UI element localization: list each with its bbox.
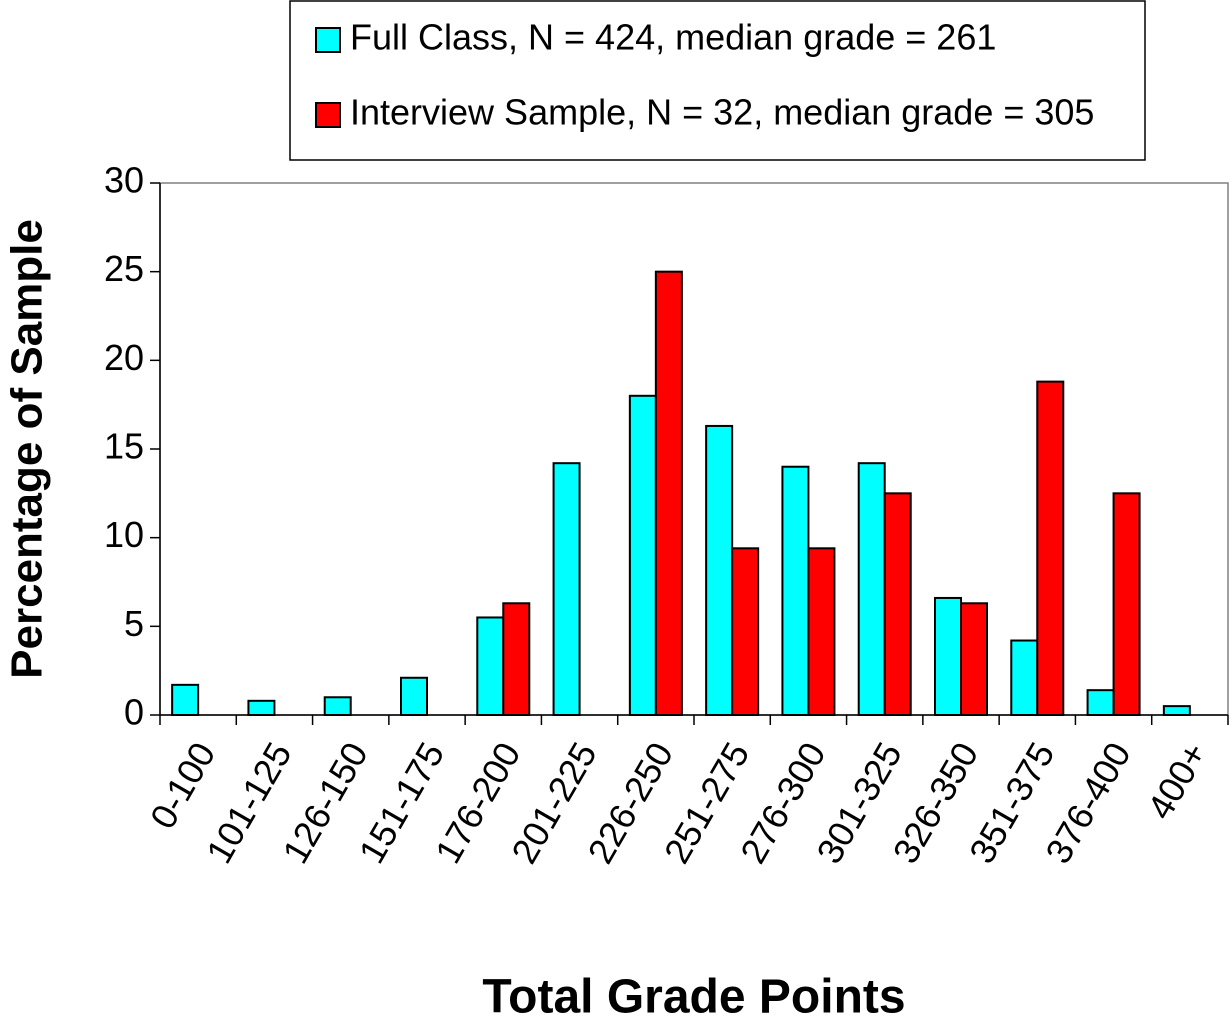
bar bbox=[1162, 705, 1191, 717]
legend-label: Interview Sample, N = 32, median grade =… bbox=[350, 92, 1094, 133]
bar bbox=[1010, 639, 1039, 717]
x-tick-label: 0-100 bbox=[142, 735, 224, 835]
bar bbox=[731, 547, 760, 716]
x-axis-title: Total Grade Points bbox=[482, 971, 905, 1024]
plot-area bbox=[159, 182, 1229, 716]
legend-box bbox=[289, 0, 1146, 161]
bar bbox=[960, 602, 988, 717]
legend-swatch bbox=[315, 27, 341, 53]
bar bbox=[781, 465, 810, 716]
bar bbox=[323, 696, 352, 716]
bar bbox=[400, 676, 428, 717]
bar bbox=[628, 394, 657, 716]
bar bbox=[857, 462, 886, 717]
bar bbox=[705, 424, 734, 716]
bar bbox=[654, 270, 683, 716]
bar bbox=[883, 492, 912, 717]
bar bbox=[247, 699, 276, 717]
bar bbox=[934, 596, 962, 717]
y-tick-label: 15 bbox=[104, 426, 144, 467]
bar bbox=[171, 683, 200, 716]
y-tick-label: 25 bbox=[104, 248, 144, 289]
x-tick-label: 400+ bbox=[1139, 735, 1215, 826]
bar bbox=[807, 547, 836, 716]
y-tick-label: 0 bbox=[124, 692, 144, 733]
y-tick-label: 30 bbox=[104, 160, 144, 201]
y-tick-label: 10 bbox=[104, 514, 144, 555]
legend-label: Full Class, N = 424, median grade = 261 bbox=[350, 17, 996, 58]
bar bbox=[1036, 380, 1065, 716]
legend-swatch bbox=[315, 102, 341, 128]
bar bbox=[552, 462, 581, 717]
y-tick-label: 5 bbox=[124, 603, 144, 644]
y-axis-title: Percentage of Sample bbox=[3, 219, 52, 679]
y-tick-label: 20 bbox=[104, 337, 144, 378]
bar bbox=[476, 616, 505, 717]
bar bbox=[1112, 492, 1141, 717]
bar bbox=[1086, 689, 1115, 717]
bar bbox=[502, 602, 531, 717]
